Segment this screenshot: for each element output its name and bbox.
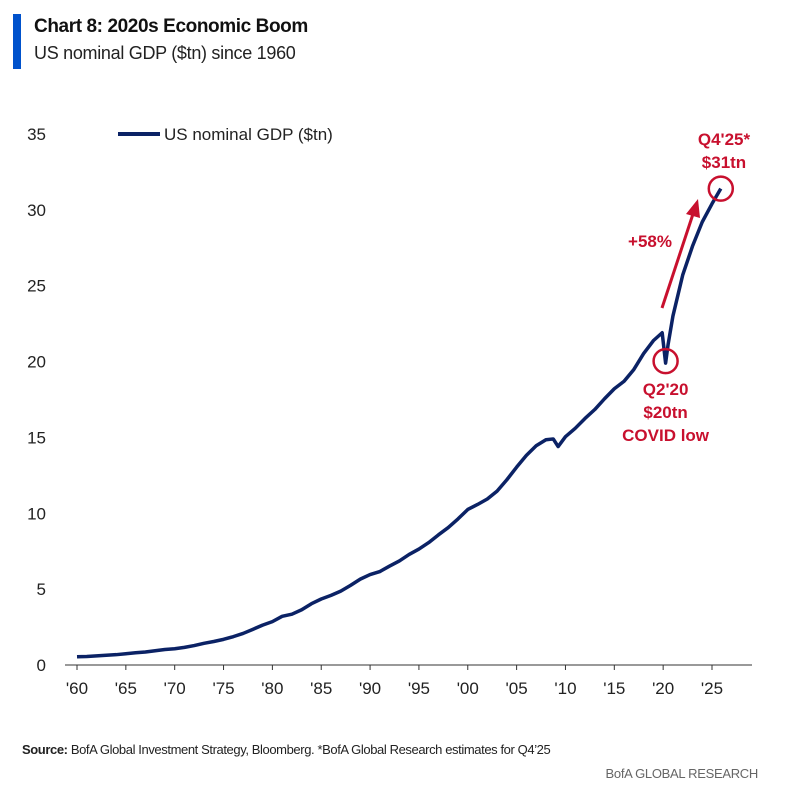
x-tick-label: '95 bbox=[408, 679, 430, 698]
q4-25-marker bbox=[707, 175, 735, 202]
y-tick-label: 30 bbox=[27, 201, 46, 220]
y-tick-label: 5 bbox=[37, 580, 46, 599]
growth-arrow-head bbox=[686, 199, 700, 218]
source-label: Source: bbox=[22, 742, 68, 757]
x-tick-label: '75 bbox=[212, 679, 234, 698]
q4-25-label: Q4'25* bbox=[698, 130, 751, 149]
x-tick-label: '80 bbox=[261, 679, 283, 698]
brand-label: BofA GLOBAL RESEARCH bbox=[605, 766, 759, 781]
chart-title: Chart 8: 2020s Economic Boom bbox=[34, 16, 308, 37]
x-tick-label: '60 bbox=[66, 679, 88, 698]
x-tick-label: '10 bbox=[554, 679, 576, 698]
x-tick-label: '65 bbox=[115, 679, 137, 698]
y-tick-label: 25 bbox=[27, 277, 46, 296]
x-tick-label: '00 bbox=[457, 679, 479, 698]
y-tick-label: 0 bbox=[37, 656, 46, 675]
y-tick-label: 20 bbox=[27, 353, 46, 372]
x-tick-label: '70 bbox=[164, 679, 186, 698]
growth-arrow-shaft bbox=[660, 213, 695, 309]
covid-low-label: $20tn bbox=[643, 403, 687, 422]
x-tick-label: '05 bbox=[506, 679, 528, 698]
x-tick-label: '20 bbox=[652, 679, 674, 698]
source-note: Source: BofA Global Investment Strategy,… bbox=[22, 742, 551, 757]
x-tick-label: '15 bbox=[603, 679, 625, 698]
x-tick-label: '25 bbox=[701, 679, 723, 698]
series-line-gdp bbox=[76, 187, 723, 659]
q4-25-label: $31tn bbox=[702, 153, 746, 172]
y-tick-label: 35 bbox=[27, 125, 46, 144]
growth-label: +58% bbox=[628, 232, 672, 251]
y-tick-label: 10 bbox=[27, 504, 46, 523]
accent-bar bbox=[13, 14, 21, 69]
legend-label: US nominal GDP ($tn) bbox=[164, 125, 333, 144]
covid-low-label: Q2'20 bbox=[643, 380, 689, 399]
x-tick-label: '90 bbox=[359, 679, 381, 698]
chart-subtitle: US nominal GDP ($tn) since 1960 bbox=[34, 43, 296, 63]
covid-low-label: COVID low bbox=[622, 426, 710, 445]
covid-low-marker bbox=[652, 347, 679, 375]
source-text: BofA Global Investment Strategy, Bloombe… bbox=[67, 742, 551, 757]
x-tick-label: '85 bbox=[310, 679, 332, 698]
y-tick-label: 15 bbox=[27, 428, 46, 447]
